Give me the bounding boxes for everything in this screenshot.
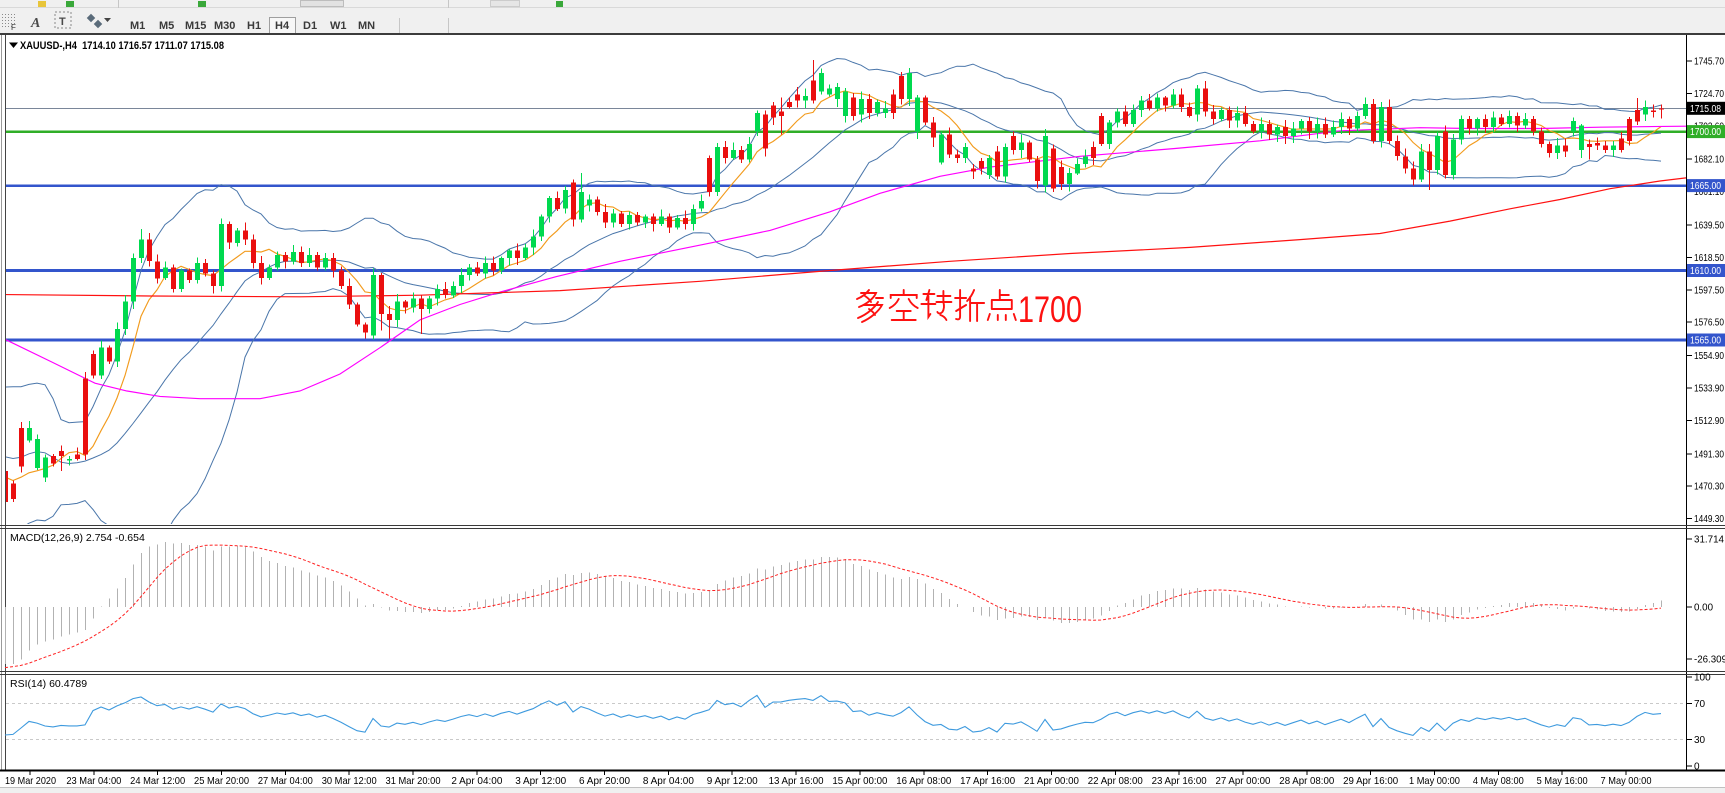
svg-text:1745.70: 1745.70 xyxy=(1694,57,1724,68)
svg-text:A: A xyxy=(30,16,40,31)
svg-text:0.00: 0.00 xyxy=(1694,603,1713,614)
svg-text:5 May 16:00: 5 May 16:00 xyxy=(1537,775,1588,787)
svg-text:31 Mar 20:00: 31 Mar 20:00 xyxy=(386,775,441,787)
svg-text:8 Apr 04:00: 8 Apr 04:00 xyxy=(643,775,694,787)
svg-text:1 May 00:00: 1 May 00:00 xyxy=(1409,775,1460,787)
svg-text:1597.50: 1597.50 xyxy=(1694,285,1724,296)
svg-text:1610.00: 1610.00 xyxy=(1690,266,1721,277)
svg-text:1715.08: 1715.08 xyxy=(1690,104,1721,115)
svg-text:70: 70 xyxy=(1694,699,1706,710)
svg-text:9 Apr 12:00: 9 Apr 12:00 xyxy=(707,775,758,787)
svg-text:7 May 00:00: 7 May 00:00 xyxy=(1601,775,1652,787)
svg-text:100: 100 xyxy=(1694,673,1711,684)
svg-text:23 Mar 04:00: 23 Mar 04:00 xyxy=(66,775,121,787)
svg-text:24 Mar 12:00: 24 Mar 12:00 xyxy=(130,775,185,787)
svg-text:3 Apr 12:00: 3 Apr 12:00 xyxy=(515,775,566,787)
svg-text:1724.70: 1724.70 xyxy=(1694,89,1724,100)
svg-text:2 Apr 04:00: 2 Apr 04:00 xyxy=(451,775,502,787)
svg-text:30 Mar 12:00: 30 Mar 12:00 xyxy=(322,775,377,787)
svg-text:22 Apr 08:00: 22 Apr 08:00 xyxy=(1088,775,1143,787)
svg-text:1682.10: 1682.10 xyxy=(1694,155,1724,166)
svg-text:17 Apr 16:00: 17 Apr 16:00 xyxy=(960,775,1015,787)
svg-text:13 Apr 16:00: 13 Apr 16:00 xyxy=(769,775,824,787)
svg-text:1565.00: 1565.00 xyxy=(1690,336,1721,347)
svg-text:30: 30 xyxy=(1694,735,1706,746)
svg-text:-26.309: -26.309 xyxy=(1694,655,1725,666)
svg-text:28 Apr 08:00: 28 Apr 08:00 xyxy=(1279,775,1334,787)
svg-text:1470.30: 1470.30 xyxy=(1694,482,1724,493)
svg-text:1512.90: 1512.90 xyxy=(1694,416,1724,427)
svg-text:29 Apr 16:00: 29 Apr 16:00 xyxy=(1343,775,1398,787)
svg-text:4 May 08:00: 4 May 08:00 xyxy=(1473,775,1524,787)
svg-text:27 Apr 00:00: 27 Apr 00:00 xyxy=(1215,775,1270,787)
svg-text:1700: 1700 xyxy=(1018,289,1082,330)
svg-text:21 Apr 00:00: 21 Apr 00:00 xyxy=(1024,775,1079,787)
svg-text:MACD(12,26,9) 2.754 -0.654: MACD(12,26,9) 2.754 -0.654 xyxy=(10,532,145,544)
svg-text:15 Apr 00:00: 15 Apr 00:00 xyxy=(832,775,887,787)
svg-text:27 Mar 04:00: 27 Mar 04:00 xyxy=(258,775,313,787)
svg-text:1533.90: 1533.90 xyxy=(1694,384,1724,395)
svg-text:1576.50: 1576.50 xyxy=(1694,318,1724,329)
svg-text:1449.30: 1449.30 xyxy=(1694,514,1724,525)
svg-text:F: F xyxy=(11,23,16,32)
svg-text:1661.10: 1661.10 xyxy=(1694,187,1724,198)
svg-text:1700.00: 1700.00 xyxy=(1690,127,1721,138)
svg-text:16 Apr 08:00: 16 Apr 08:00 xyxy=(896,775,951,787)
svg-text:XAUUSD-,H4 1714.10 1716.57 17: XAUUSD-,H4 1714.10 1716.57 1711.07 1715.… xyxy=(20,40,224,52)
svg-text:RSI(14) 60.4789: RSI(14) 60.4789 xyxy=(10,678,87,690)
svg-text:25 Mar 20:00: 25 Mar 20:00 xyxy=(194,775,249,787)
svg-text:1639.50: 1639.50 xyxy=(1694,220,1724,231)
svg-text:0: 0 xyxy=(1694,762,1700,773)
svg-text:6 Apr 20:00: 6 Apr 20:00 xyxy=(579,775,630,787)
svg-text:31.714: 31.714 xyxy=(1694,535,1724,546)
svg-text:19 Mar 2020: 19 Mar 2020 xyxy=(5,775,56,787)
svg-text:1665.00: 1665.00 xyxy=(1690,181,1721,192)
svg-text:1491.30: 1491.30 xyxy=(1694,449,1724,460)
svg-text:23 Apr 16:00: 23 Apr 16:00 xyxy=(1152,775,1207,787)
svg-text:T: T xyxy=(59,16,66,28)
svg-text:1554.90: 1554.90 xyxy=(1694,351,1724,362)
svg-text:1618.50: 1618.50 xyxy=(1694,253,1724,264)
